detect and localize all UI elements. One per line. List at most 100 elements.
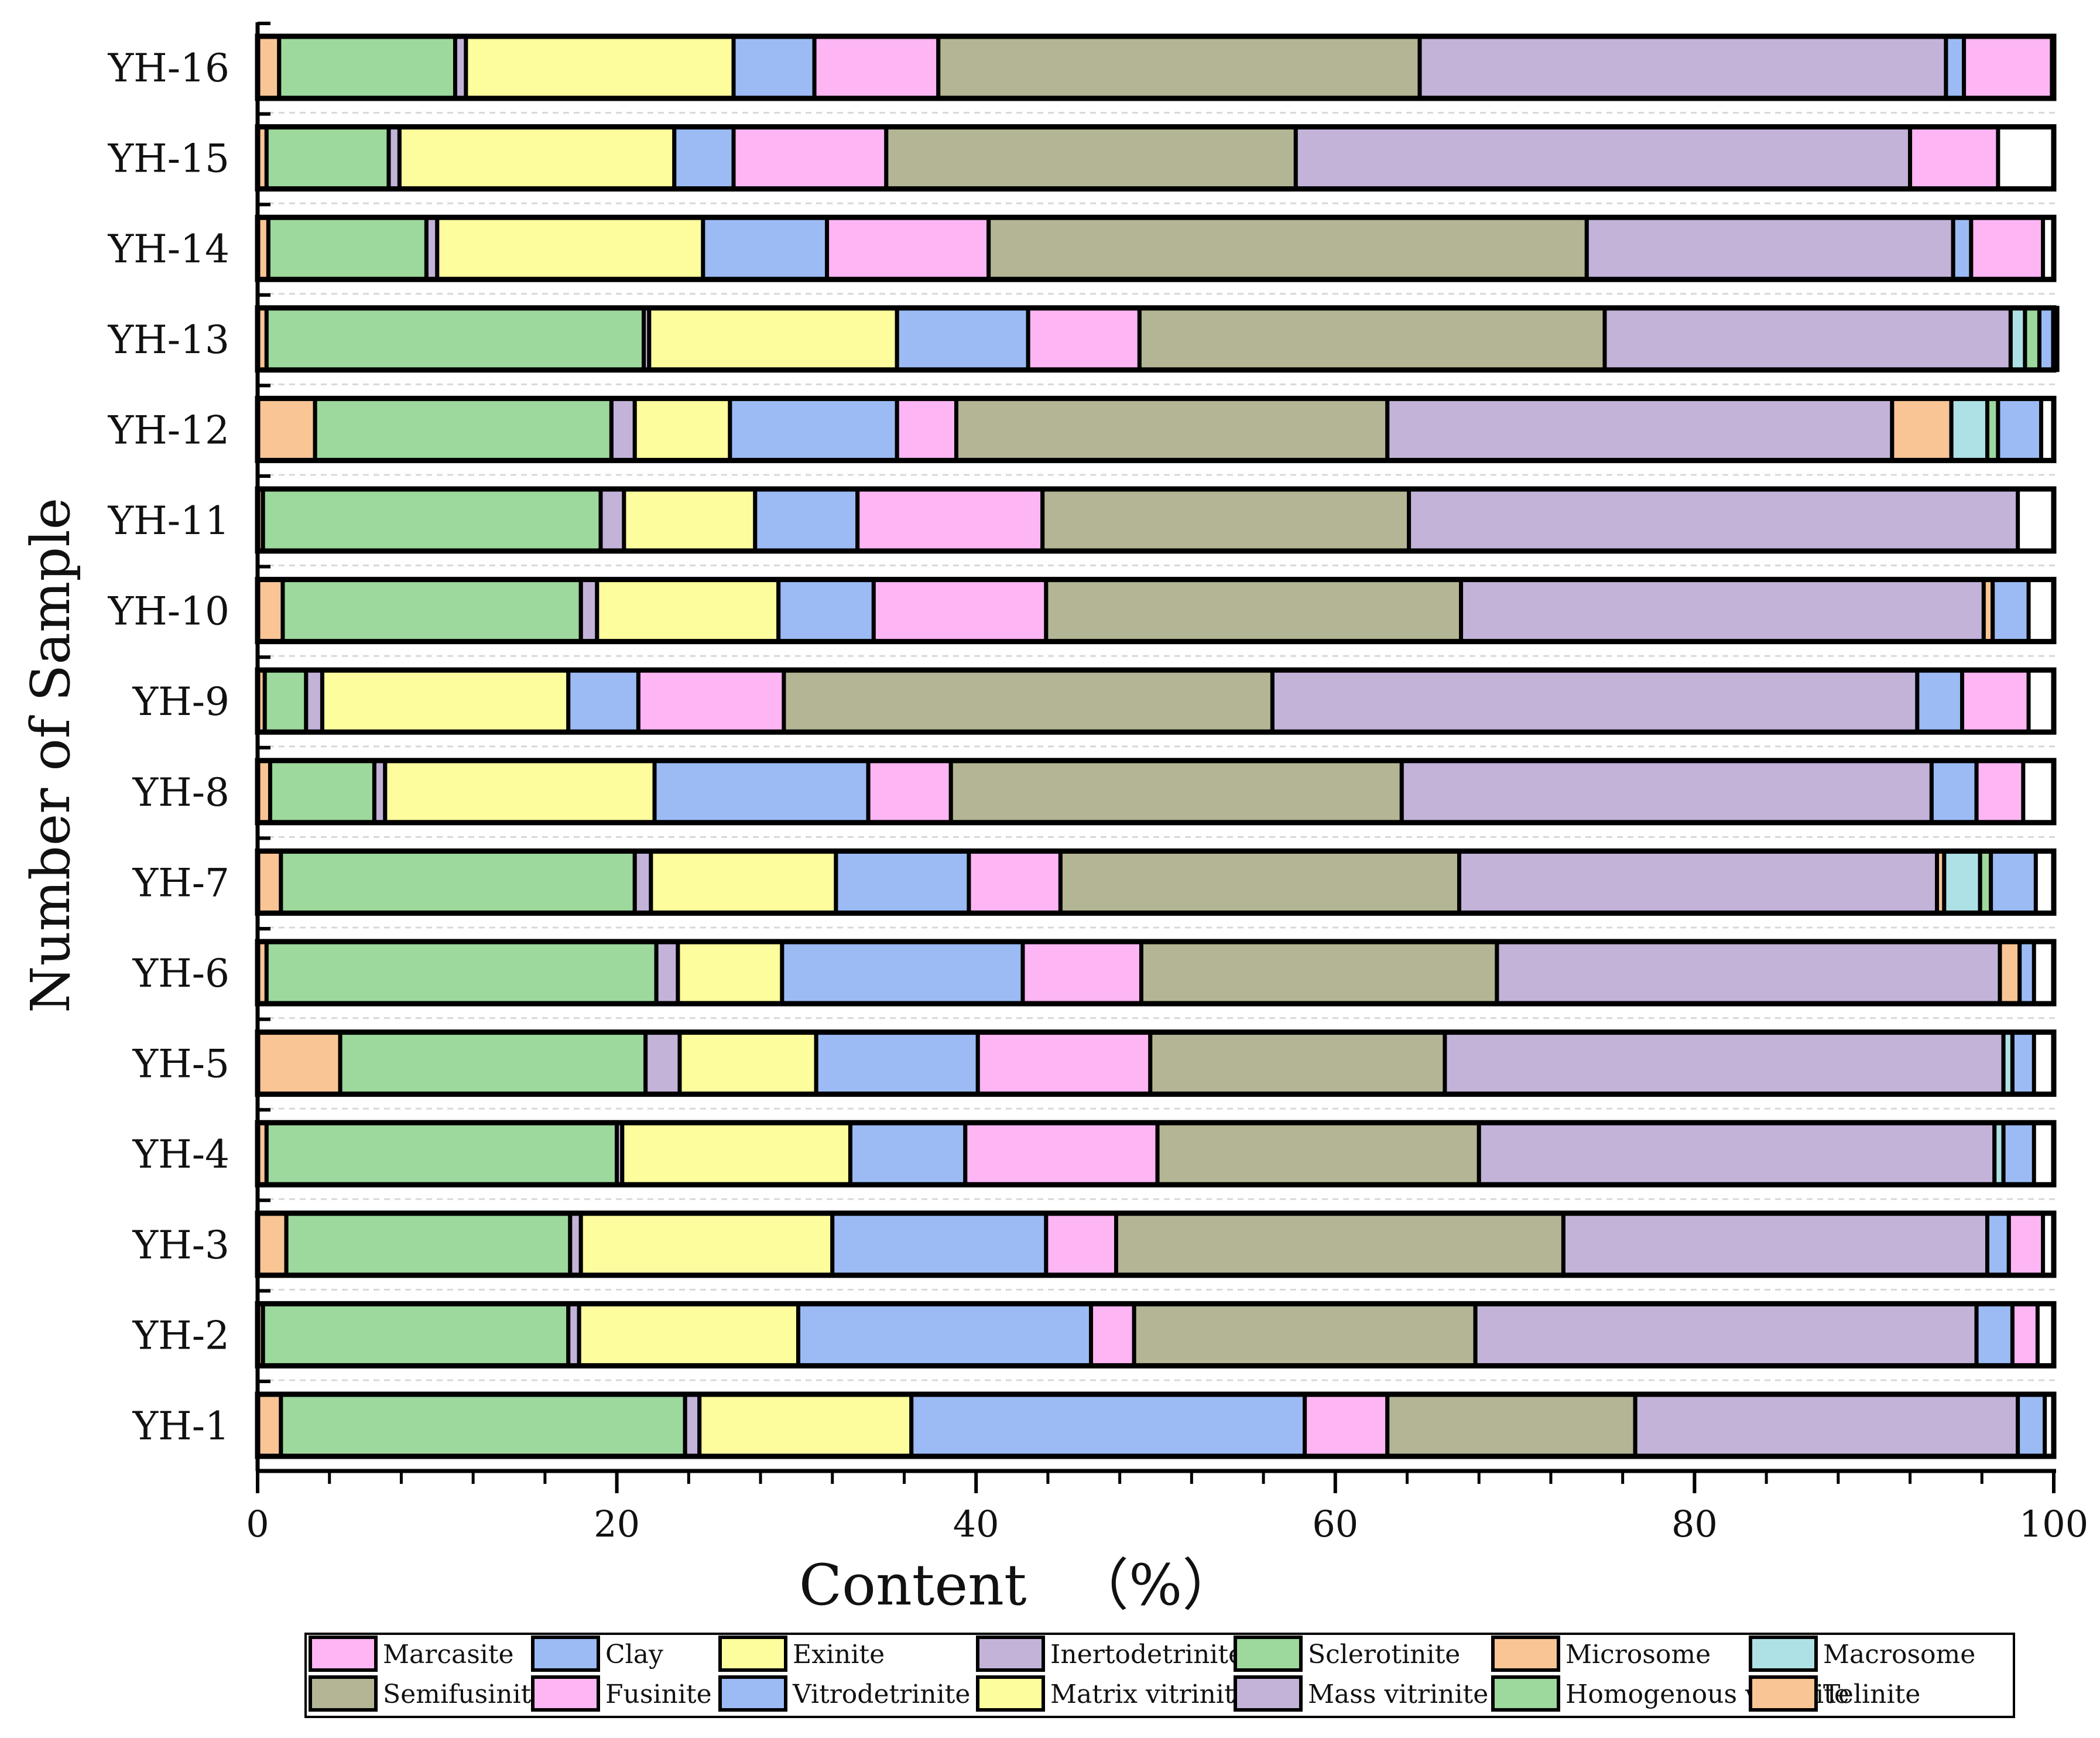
- bar-segment-yh-16-fusinite-2: [1962, 34, 2054, 101]
- bar-segment-yh-5-clay: [814, 1030, 980, 1097]
- bar-segment-yh-1-marcasite: [1303, 1392, 1390, 1459]
- bar-segment-yh-1-mass-vitrinite: [683, 1392, 702, 1459]
- bar-segment-yh-8-semifusinite: [948, 758, 1404, 825]
- legend-swatch-fusinite: [531, 1675, 600, 1712]
- bar-segment-yh-8-clay: [652, 758, 871, 825]
- bar-segment-yh-13-sclerotinite: [264, 306, 646, 372]
- legend-label: Semifusinite: [383, 1679, 546, 1709]
- bar-segment-yh-7-mass-vitrinite: [632, 849, 653, 915]
- bar-segment-yh-4-sclerotinite: [264, 1120, 619, 1187]
- bar-segment-yh-6-clay-2: [2017, 939, 2036, 1006]
- bar-segment-yh-9-matrix-vitrinite: [320, 668, 571, 734]
- bar-segment-yh-14-marcasite: [825, 215, 991, 282]
- bar-segment-yh-5-clay-2: [2010, 1030, 2036, 1097]
- bar-segment-yh-3-matrix-vitrinite: [578, 1211, 835, 1278]
- y-tick-label: YH-4: [132, 1132, 229, 1177]
- bar-segment-yh-14-sclerotinite: [266, 215, 429, 282]
- bar-segment-yh-12-clay: [728, 396, 899, 463]
- bar-segment-yh-5-mass-vitrinite: [643, 1030, 682, 1097]
- bar-segment-yh-12-semifusinite: [954, 396, 1390, 463]
- bar-segment-yh-12-clay-2: [1996, 396, 2044, 463]
- bar-segment-yh-14-semifusinite: [986, 215, 1589, 282]
- bar-segment-yh-12-inertodetrinite: [1385, 396, 1895, 463]
- bar-segment-yh-10-semifusinite: [1044, 577, 1464, 644]
- bar-segment-yh-14-fusinite-2: [1969, 215, 2046, 282]
- bar-segment-yh-12-mass-vitrinite: [609, 396, 637, 463]
- bar-segment-yh-5-matrix-vitrinite: [677, 1030, 818, 1097]
- bar-segment-yh-2-semifusinite: [1132, 1301, 1478, 1368]
- legend-swatch-microsome: [1491, 1636, 1560, 1672]
- x-tick-label: 40: [953, 1503, 999, 1545]
- bar-segment-yh-9-clay-2: [1915, 668, 1965, 734]
- y-tick-label: YH-7: [132, 860, 229, 905]
- bar-segment-yh-7-sclerotinite: [279, 849, 637, 915]
- bar-segment-yh-6-matrix-vitrinite: [676, 939, 784, 1006]
- bar-segment-yh-6-inertodetrinite: [1495, 939, 2002, 1006]
- bar-segment-yh-9-inertodetrinite: [1270, 668, 1920, 734]
- bar-segment-yh-4-semifusinite: [1155, 1120, 1481, 1187]
- bar-segment-yh-16-semifusinite: [936, 34, 1422, 101]
- y-tick-label: YH-3: [132, 1223, 229, 1268]
- bar-segment-yh-5-semifusinite: [1148, 1030, 1447, 1097]
- y-tick-label: YH-13: [108, 317, 229, 362]
- legend-swatch-macrosome: [1749, 1636, 1818, 1672]
- bar-segment-yh-8-marcasite: [866, 758, 953, 825]
- bar-segment-yh-16-clay: [731, 34, 817, 101]
- bar-segment-yh-3-clay: [830, 1211, 1049, 1278]
- bar-segment-yh-7-clay-2: [1989, 849, 2038, 915]
- bar-segment-yh-4-clay: [848, 1120, 968, 1187]
- bar-segment-yh-13-marcasite: [1026, 306, 1142, 372]
- bar-segment-yh-9-mass-vitrinite: [304, 668, 324, 734]
- bar-segment-yh-8-clay-2: [1929, 758, 1979, 825]
- bar-segment-yh-11-clay: [753, 487, 860, 553]
- x-axis-title: Content （%）: [799, 1552, 1239, 1618]
- bar-segment-yh-6-mass-vitrinite: [654, 939, 680, 1006]
- bar-segment-yh-2-marcasite: [1089, 1301, 1136, 1368]
- bar-segment-yh-11-inertodetrinite: [1407, 487, 2020, 553]
- legend-swatch-matrix-vitrinite: [976, 1675, 1045, 1712]
- bar-segment-yh-11-mass-vitrinite: [598, 487, 626, 553]
- bar-segment-yh-11-sclerotinite: [261, 487, 603, 553]
- bar-segment-yh-1-sclerotinite: [279, 1392, 687, 1459]
- bar-segment-yh-1-inertodetrinite: [1633, 1392, 2020, 1459]
- bar-segment-yh-15-clay: [672, 125, 736, 191]
- bar-segment-yh-7-marcasite: [967, 849, 1063, 915]
- bar-segment-yh-9-sclerotinite: [262, 668, 309, 734]
- bar-segment-yh-9-clay: [566, 668, 640, 734]
- x-tick-label: 100: [2019, 1503, 2088, 1545]
- legend-label: Microsome: [1565, 1640, 1711, 1669]
- bar-segment-yh-11-semifusinite: [1040, 487, 1412, 553]
- bar-segment-yh-4-marcasite: [963, 1120, 1160, 1187]
- bar-segment-yh-14-clay: [701, 215, 830, 282]
- legend: Marcasite Clay Exinite Inertodetrinite Scler…: [304, 1633, 2015, 1718]
- x-tick-label: 0: [246, 1503, 269, 1545]
- y-tick-label: YH-16: [108, 46, 229, 91]
- bar-segment-yh-10-matrix-vitrinite: [595, 577, 781, 644]
- bar-segment-yh-13-matrix-vitrinite: [647, 306, 899, 372]
- bar-segment-yh-10-sclerotinite: [280, 577, 583, 644]
- bar-segment-yh-9-marcasite: [636, 668, 786, 734]
- bar-segment-yh-11-marcasite: [855, 487, 1045, 553]
- bar-segment-yh-16-matrix-vitrinite: [464, 34, 736, 101]
- bar-segment-yh-15-sclerotinite: [264, 125, 391, 191]
- bar-segment-yh-1-matrix-vitrinite: [697, 1392, 914, 1459]
- bar-segment-yh-12-telinite: [255, 396, 317, 463]
- bar-segment-yh-10-marcasite: [871, 577, 1049, 644]
- bar-segment-yh-5-inertodetrinite: [1443, 1030, 2006, 1097]
- x-tick-label: 60: [1312, 1503, 1358, 1545]
- legend-swatch-inertodetrinite: [976, 1636, 1045, 1672]
- bar-segment-yh-6-semifusinite: [1139, 939, 1499, 1006]
- y-tick-label: YH-12: [108, 408, 229, 453]
- bar-segment-yh-16-telinite: [255, 34, 282, 101]
- bar-segment-yh-1-clay: [909, 1392, 1307, 1459]
- legend-swatch-marcasite: [309, 1636, 378, 1672]
- legend-label: Matrix vitrinite: [1050, 1679, 1250, 1709]
- legend-swatch-homogenous-vitrinite: [1491, 1675, 1560, 1712]
- bar-segment-yh-6-sclerotinite: [264, 939, 659, 1006]
- x-tick-label: 20: [594, 1503, 640, 1545]
- bar-segment-yh-14-matrix-vitrinite: [435, 215, 705, 282]
- legend-swatch-vitrodetrinite: [718, 1675, 787, 1712]
- bar-segment-yh-8-matrix-vitrinite: [383, 758, 657, 825]
- bar-segment-yh-14-inertodetrinite: [1584, 215, 1955, 282]
